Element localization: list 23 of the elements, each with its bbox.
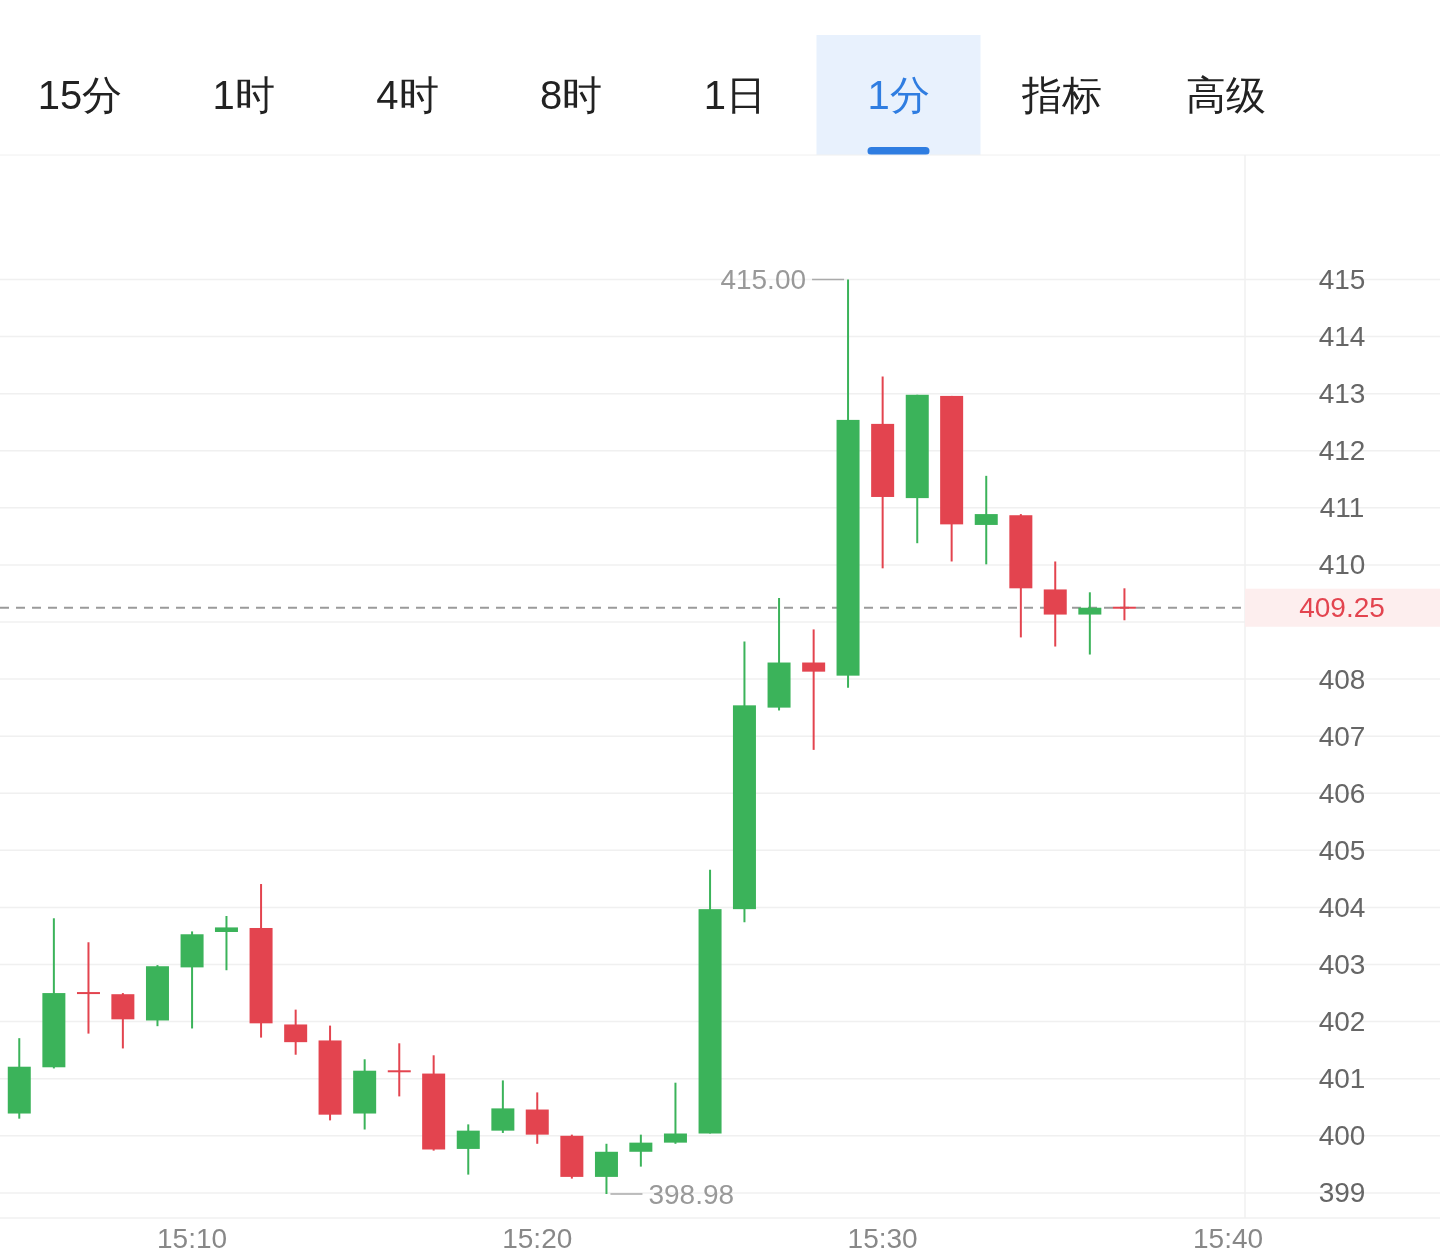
ref-label: 409.25 — [1299, 592, 1385, 624]
ytick: 414 — [1318, 321, 1366, 353]
ytick: 401 — [1318, 1063, 1366, 1095]
ytick: 407 — [1318, 720, 1366, 752]
ytick: 411 — [1319, 492, 1365, 524]
ytick: 410 — [1318, 549, 1366, 581]
ytick: 415 — [1318, 263, 1366, 295]
ytick: 400 — [1318, 1120, 1366, 1152]
xtick: 15:30 — [847, 1222, 918, 1250]
ytick: 405 — [1318, 834, 1366, 866]
xtick: 15:40 — [1193, 1222, 1264, 1250]
ytick: 404 — [1318, 891, 1366, 923]
xtick: 15:20 — [502, 1222, 573, 1250]
ytick: 399 — [1318, 1177, 1366, 1209]
ytick: 412 — [1318, 435, 1366, 467]
ytick: 408 — [1318, 663, 1366, 695]
ytick: 406 — [1318, 777, 1366, 809]
ytick: 403 — [1318, 949, 1366, 980]
xtick: 15:10 — [157, 1222, 228, 1250]
note: 398.98 — [648, 1178, 735, 1210]
ytick: 413 — [1318, 378, 1366, 410]
note: 415.00 — [720, 263, 807, 295]
ytick: 402 — [1318, 1006, 1366, 1038]
